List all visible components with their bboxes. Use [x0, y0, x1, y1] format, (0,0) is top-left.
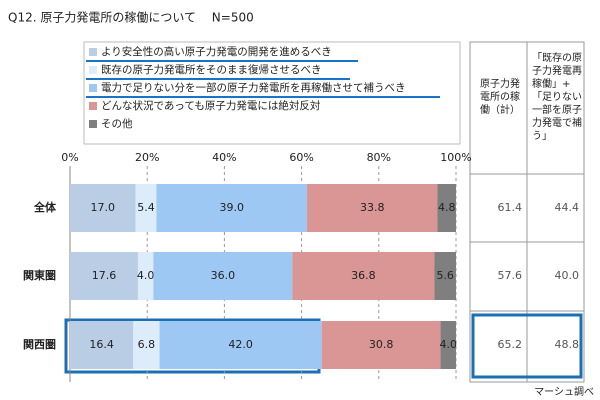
value-label: 36.0	[211, 269, 236, 282]
x-tick-label: 20%	[135, 151, 159, 164]
bar-segment	[434, 252, 456, 300]
bar-segment	[153, 252, 293, 300]
legend-box	[83, 41, 461, 145]
bar-segment	[70, 321, 134, 369]
value-label: 5.4	[137, 201, 155, 214]
bar-segment	[440, 321, 456, 369]
bar-segment	[159, 321, 322, 369]
value-label: 17.6	[92, 269, 117, 282]
value-label: 5.6	[436, 269, 454, 282]
legend-label: より安全性の高い原子力発電の開発を進めるべき	[101, 45, 332, 58]
value-label: 33.8	[360, 201, 385, 214]
value-label: 4.8	[438, 201, 456, 214]
bar-segment	[137, 252, 154, 300]
value-label: 42.0	[228, 338, 253, 351]
legend-label: その他	[101, 117, 133, 130]
legend-swatch	[89, 48, 97, 56]
source: マーシュ調べ	[534, 385, 594, 398]
x-tick-label: 0%	[61, 151, 78, 164]
table-cell: 57.6	[498, 269, 523, 282]
bar-segment	[133, 321, 160, 369]
bar-segment	[70, 252, 138, 300]
table-header: 「既存の原子力発電再稼働」+「足りない一部を原子力発電で補う」	[532, 53, 582, 142]
table-cell: 65.2	[498, 338, 523, 351]
value-label: 4.0	[137, 269, 155, 282]
x-tick-label: 80%	[367, 151, 391, 164]
value-label: 39.0	[219, 201, 244, 214]
bar-segment	[437, 184, 456, 232]
table-cell: 40.0	[555, 269, 580, 282]
y-tick-label: 関東圏	[23, 268, 56, 282]
x-tick-label: 100%	[440, 151, 471, 164]
legend-swatch	[89, 102, 97, 110]
value-label: 17.0	[91, 201, 116, 214]
value-label: 36.8	[351, 269, 376, 282]
legend-label: 既存の原子力発電所をそのまま復帰させるべき	[101, 63, 322, 76]
value-label: 16.4	[89, 338, 114, 351]
value-label: 4.0	[440, 338, 458, 351]
legend-label: どんな状況であっても原子力発電には絶対反対	[101, 99, 321, 112]
value-label: 30.8	[369, 338, 394, 351]
bar-segment	[156, 184, 308, 232]
table-header: 原子力発電所の稼働（計）	[480, 79, 520, 116]
bar-segment	[321, 321, 441, 369]
x-tick-label: 60%	[289, 151, 313, 164]
bar-segment	[70, 184, 136, 232]
legend-swatch	[89, 84, 97, 92]
legend-swatch	[89, 120, 97, 128]
bar-segment	[292, 252, 435, 300]
legend-label: 電力で足りない分を一部の原子力発電所を再稼働させて補うべき	[101, 81, 406, 94]
table-cell: 44.4	[555, 201, 580, 214]
bar-segment	[307, 184, 438, 232]
y-tick-label: 関西圏	[23, 338, 56, 351]
x-tick-label: 40%	[212, 151, 236, 164]
bar-segment	[135, 184, 157, 232]
y-tick-label: 全体	[33, 200, 57, 214]
legend-swatch	[89, 66, 97, 74]
chart-title: Q12. 原子力発電所の稼働について N=500	[8, 10, 254, 25]
table-cell: 61.4	[498, 201, 523, 214]
highlight-box	[471, 313, 583, 379]
table-cell: 48.8	[555, 338, 580, 351]
value-label: 6.8	[138, 338, 156, 351]
